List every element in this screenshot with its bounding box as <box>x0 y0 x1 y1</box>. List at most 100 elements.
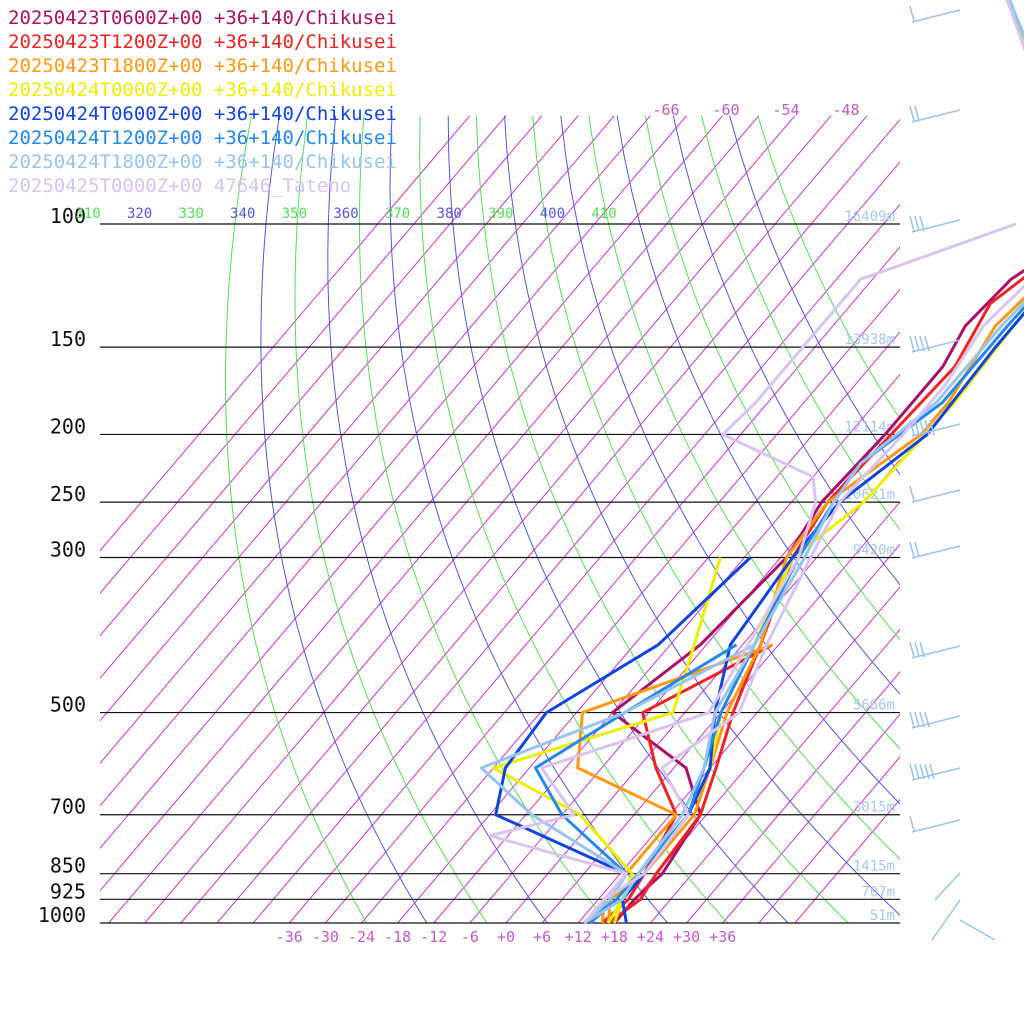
theta-tick-label: 410 <box>591 206 616 222</box>
dry-adiabat-line <box>327 115 548 923</box>
isotherm-line <box>100 115 615 722</box>
temperature-tick-label: +6 <box>533 928 551 946</box>
wind-barb-flag <box>924 763 930 780</box>
wind-barb <box>911 339 961 353</box>
isotherm-line <box>288 203 900 923</box>
dry-adiabat-line <box>672 115 900 586</box>
theta-tick-label: 370 <box>385 206 410 222</box>
theta-tick-label: 350 <box>282 206 307 222</box>
temperature-tick-label: -24 <box>348 928 375 946</box>
legend-entry: 20250424T1800Z+00 +36+140/Chikusei <box>8 151 397 173</box>
isotherm-line <box>144 115 832 923</box>
pressure-tick-label: 300 <box>50 538 86 562</box>
wind-barb-flag <box>914 419 920 436</box>
temperature-tick-label: +30 <box>673 928 700 946</box>
temperature-trace <box>589 0 1024 925</box>
pressure-tick-label: 1000 <box>38 903 86 927</box>
wind-barb-flag <box>919 711 925 728</box>
theta-tick-label: 330 <box>179 206 204 222</box>
theta-tick-label: 340 <box>230 206 255 222</box>
wind-barb-flag <box>929 763 935 780</box>
temperature-trace <box>583 0 1024 924</box>
isotherm-line <box>180 115 868 923</box>
legend-entry: 20250423T0600Z+00 +36+140/Chikusei <box>8 7 397 29</box>
legend-entry: 20250425T0000Z+00 47646_Tateno <box>8 175 351 197</box>
wind-barbs <box>909 5 996 941</box>
wind-barb <box>911 219 961 233</box>
wind-barb-flag <box>909 711 915 728</box>
dry-adiabat-line <box>358 115 609 923</box>
upper-temperature-label: -60 <box>712 101 739 119</box>
wind-barb <box>931 899 961 941</box>
height-label: 16409m <box>844 209 895 225</box>
isotherm-line <box>613 586 900 923</box>
wind-barb <box>911 489 961 503</box>
temperature-tick-label: -6 <box>461 928 479 946</box>
temperature-trace <box>620 0 1024 924</box>
isotherm-line <box>397 331 900 923</box>
wind-barb-flag <box>909 5 915 22</box>
dry-adiabat-line <box>504 115 900 916</box>
dry-adiabat-line <box>588 115 900 750</box>
isotherm-line <box>100 115 543 637</box>
dry-adiabat-line <box>419 115 729 923</box>
theta-tick-label: 310 <box>75 206 100 222</box>
wind-barb-flag <box>914 335 920 352</box>
isotherm-line <box>100 115 651 765</box>
wind-barb <box>911 109 961 123</box>
wind-barb-flag <box>924 419 930 436</box>
wind-barb <box>911 767 961 781</box>
height-label: 3015m <box>853 800 895 816</box>
wind-barb <box>911 645 961 659</box>
dry-adiabat-line <box>224 115 368 923</box>
legend-entry: 20250424T0000Z+00 +36+140/Chikusei <box>8 79 397 101</box>
dry-adiabat-line <box>447 115 789 923</box>
height-label: 51m <box>870 908 895 924</box>
dry-adiabat-line <box>532 115 900 860</box>
dry-adiabat-line <box>616 115 900 695</box>
wind-barb-flag <box>909 763 915 780</box>
isotherm-line <box>108 115 796 923</box>
wind-barb-flag <box>909 815 915 832</box>
height-label: 5666m <box>853 698 895 714</box>
wind-barb-flag <box>909 541 915 558</box>
temperature-tick-label: -12 <box>420 928 447 946</box>
wind-barb <box>911 9 961 23</box>
temperature-tick-label: +0 <box>497 928 515 946</box>
temperature-trace <box>611 0 1024 924</box>
theta-tick-label: 320 <box>127 206 152 222</box>
temperature-trace <box>583 0 1024 925</box>
pressure-tick-label: 925 <box>50 879 86 903</box>
temperature-tick-label: +36 <box>709 928 736 946</box>
wind-barb-flag <box>909 215 915 232</box>
isotherm-line <box>469 416 900 923</box>
wind-barb-flag <box>919 335 925 352</box>
wind-barb-flag <box>919 641 925 658</box>
upper-temperature-label: -54 <box>772 101 799 119</box>
pressure-tick-label: 500 <box>50 693 86 717</box>
theta-tick-label: 400 <box>540 206 565 222</box>
wind-barb <box>911 819 961 833</box>
dry-adiabat-line <box>560 115 900 805</box>
theta-tick-label: 380 <box>437 206 462 222</box>
isotherm-line <box>100 115 724 849</box>
temperature-tick-label: -36 <box>276 928 303 946</box>
dewpoint-trace <box>488 222 1017 924</box>
dry-adiabat-line <box>294 115 488 923</box>
isotherm-line <box>650 628 900 923</box>
height-label: 12114m <box>844 419 895 435</box>
wind-barb-flag <box>929 419 935 436</box>
isotherm-line <box>325 246 900 923</box>
dry-adiabat-line <box>475 115 849 923</box>
wind-barb <box>911 715 961 729</box>
grid-lines <box>100 115 900 923</box>
legend-entry: 20250423T1200Z+00 +36+140/Chikusei <box>8 31 397 53</box>
isotherm-line <box>100 115 471 552</box>
isotherm-line <box>361 288 900 923</box>
wind-barb-flag <box>919 419 925 436</box>
wind-barb-flag <box>924 335 930 352</box>
sounding-traces <box>479 0 1024 925</box>
dewpoint-trace <box>479 643 756 925</box>
height-label: 1415m <box>853 859 895 875</box>
isotherm-line <box>216 118 900 923</box>
